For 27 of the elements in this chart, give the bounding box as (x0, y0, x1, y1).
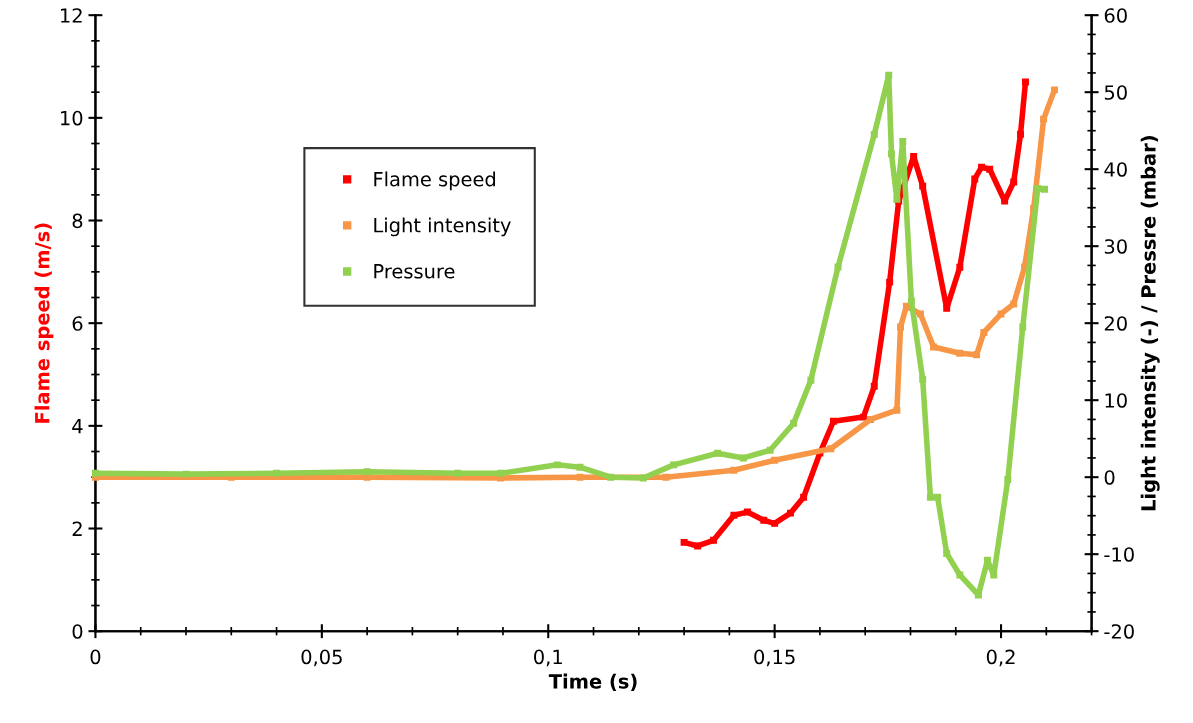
y-tick-label: 12 (61, 8, 82, 23)
y-tick-label: 6 (72, 316, 83, 331)
legend-label: Light intensity (374, 217, 511, 237)
x-axis-title: Time (s) (548, 673, 637, 691)
y2-tick-label: 60 (1104, 8, 1127, 23)
y2-axis-title: Light intensity (-) / Pressre (mbar) (1140, 136, 1160, 511)
y2-tick-label: 0 (1104, 470, 1115, 485)
y-tick-label: 2 (72, 521, 82, 536)
y-tick-label: 8 (72, 213, 83, 229)
y2-tick-label: -10 (1104, 547, 1134, 562)
y-tick-label: 0 (72, 624, 83, 639)
y2-tick-label: 10 (1105, 393, 1127, 408)
y-tick-label: 10 (61, 110, 83, 126)
y-axis-title: Flame speed (m/s) (34, 223, 54, 423)
x-tick-label: 0,1 (534, 649, 562, 667)
legend-label: Pressure (374, 264, 455, 279)
x-tick-label: 0,15 (754, 649, 795, 667)
legend-label: Flame speed (374, 171, 496, 191)
y2-tick-label: 30 (1104, 239, 1127, 254)
y2-tick-label: 50 (1104, 85, 1127, 100)
y2-tick-label: -20 (1104, 624, 1134, 639)
y2-tick-label: 40 (1104, 162, 1127, 177)
x-tick-label: 0,2 (986, 649, 1015, 667)
x-tick-label: 0 (90, 649, 101, 665)
y2-tick-label: 20 (1104, 316, 1127, 331)
y-tick-label: 4 (72, 419, 83, 434)
x-tick-label: 0,05 (301, 649, 342, 667)
